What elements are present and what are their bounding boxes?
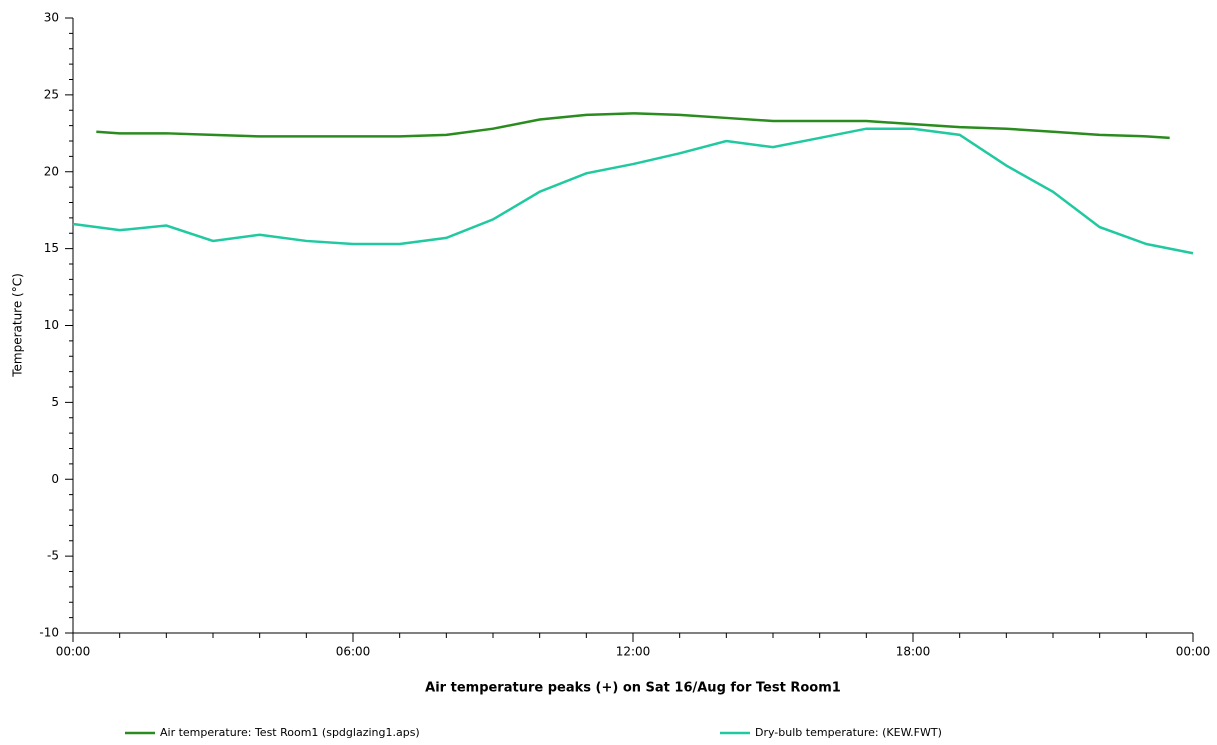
legend-label: Air temperature: Test Room1 (spdglazing1… [160,726,420,739]
series-line [96,112,1170,140]
series-line [72,127,1194,255]
x-tick-label: 00:00 [1176,645,1211,659]
y-tick-label: 0 [51,472,59,486]
y-tick-label: -5 [47,549,59,563]
y-axis-label: Temperature (°C) [11,273,25,378]
x-tick-label: 12:00 [616,645,651,659]
y-tick-label: 20 [44,164,59,178]
y-tick-label: -10 [39,626,59,640]
chart-title: Air temperature peaks (+) on Sat 16/Aug … [425,681,841,696]
y-tick-label: 5 [51,395,59,409]
x-tick-label: 18:00 [896,645,931,659]
y-tick-label: 15 [44,241,59,255]
y-tick-label: 25 [44,87,59,101]
legend-label: Dry-bulb temperature: (KEW.FWT) [755,726,942,739]
x-tick-label: 06:00 [336,645,371,659]
y-tick-label: 10 [44,318,59,332]
y-tick-label: 30 [44,11,59,25]
x-tick-label: 00:00 [56,645,91,659]
